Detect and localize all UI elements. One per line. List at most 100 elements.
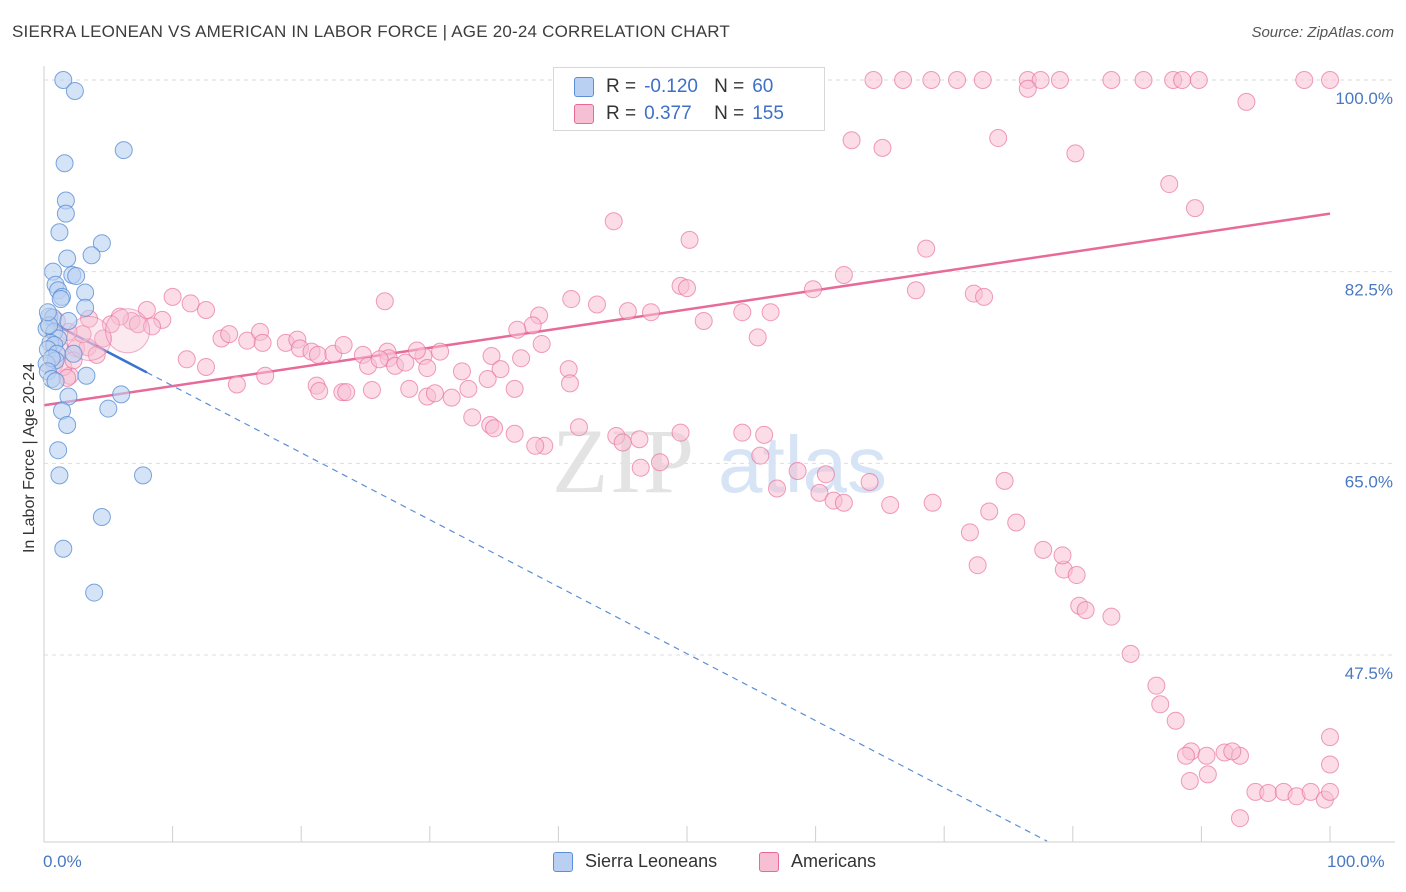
n-value: 155: [752, 103, 784, 124]
american-point: [923, 493, 942, 512]
blue-swatch: [553, 851, 573, 872]
american-point: [526, 436, 545, 455]
american-point: [1198, 765, 1217, 784]
american-point: [485, 419, 504, 438]
american-point: [425, 384, 444, 403]
american-point: [995, 471, 1014, 490]
american-point: [618, 302, 637, 321]
american-point: [523, 316, 542, 335]
r-value: 0.377: [644, 103, 692, 124]
american-point: [1223, 742, 1242, 761]
sierra-leonean-point: [82, 246, 101, 265]
sierra-leonean-point: [54, 71, 73, 89]
american-point: [227, 375, 246, 394]
blue-swatch: [574, 77, 594, 97]
american-point: [1151, 695, 1170, 714]
american-point: [1031, 71, 1050, 89]
american-point: [1166, 711, 1185, 730]
sierra-leonean-point: [49, 441, 68, 460]
american-point: [768, 479, 787, 498]
american-point: [418, 359, 437, 378]
american-point: [370, 350, 389, 369]
sierra-leonean-point: [92, 234, 111, 253]
american-point: [1121, 644, 1140, 663]
american-point: [1301, 782, 1320, 801]
legend-label: Sierra Leoneans: [585, 851, 718, 871]
american-point: [375, 292, 394, 311]
american-point: [442, 388, 461, 407]
american-point: [569, 418, 588, 437]
american-point: [748, 328, 767, 347]
american-point: [1189, 71, 1208, 89]
american-point: [587, 295, 606, 314]
american-point: [761, 303, 780, 322]
american-point: [1173, 71, 1192, 89]
american-point: [508, 320, 527, 339]
american-point: [968, 556, 987, 575]
american-point: [960, 523, 979, 542]
american-point: [922, 71, 941, 89]
american-point: [975, 287, 994, 306]
american-point: [804, 280, 823, 299]
n-value: 60: [752, 76, 774, 97]
american-point: [1050, 71, 1069, 89]
r-label: R =: [606, 76, 637, 97]
american-point: [197, 357, 216, 376]
sierra-leonean-point: [54, 539, 73, 558]
american-point: [1102, 607, 1121, 626]
legend-item-americans[interactable]: Americans: [759, 851, 876, 872]
american-point: [751, 446, 770, 465]
sierra-leonean-point: [114, 141, 133, 160]
american-point: [1321, 755, 1339, 774]
american-point: [253, 333, 272, 352]
american-point: [613, 433, 632, 452]
american-point: [400, 379, 419, 398]
american-point: [482, 347, 501, 365]
american-point: [1160, 175, 1179, 194]
american-point: [1176, 746, 1195, 765]
american-point: [256, 366, 275, 385]
sierra-leonean-point: [50, 223, 69, 242]
american-point: [532, 334, 551, 353]
source-label: Source: ZipAtlas.com: [1251, 24, 1394, 41]
american-point: [362, 380, 381, 399]
r-value: -0.120: [644, 76, 698, 97]
american-point: [980, 502, 999, 521]
american-point: [505, 379, 524, 398]
american-point: [788, 462, 807, 480]
american-point: [1102, 71, 1121, 89]
american-point: [452, 362, 471, 381]
american-point: [1230, 809, 1249, 828]
american-point: [834, 493, 853, 512]
y-tick-label: 47.5%: [1345, 664, 1393, 683]
american-point: [906, 281, 925, 300]
american-point: [860, 472, 879, 491]
pink-swatch: [759, 851, 779, 872]
r-label: R =: [606, 103, 637, 124]
american-cluster-point: [105, 308, 151, 354]
american-point: [881, 495, 900, 514]
american-point: [163, 287, 182, 306]
american-point: [310, 382, 329, 401]
american-point: [94, 329, 113, 348]
american-point: [733, 423, 752, 442]
sierra-leonean-point: [50, 466, 69, 485]
american-point: [650, 453, 669, 472]
american-point: [834, 265, 853, 284]
sierra-leonean-point: [38, 303, 57, 322]
trend-lines: [43, 212, 1331, 842]
american-point: [334, 336, 353, 355]
legend-item-sierra-leoneans[interactable]: Sierra Leoneans: [553, 851, 717, 872]
american-point: [948, 71, 967, 89]
american-point: [407, 341, 426, 360]
american-point: [1066, 144, 1085, 163]
american-point: [816, 465, 835, 484]
american-point: [671, 423, 690, 442]
american-point: [1018, 79, 1037, 98]
sierra-leonean-point: [65, 81, 84, 100]
x-tick-label-max: 100.0%: [1327, 852, 1385, 871]
legend-label: Americans: [791, 851, 877, 871]
american-point: [491, 360, 510, 379]
american-point: [1197, 746, 1216, 765]
